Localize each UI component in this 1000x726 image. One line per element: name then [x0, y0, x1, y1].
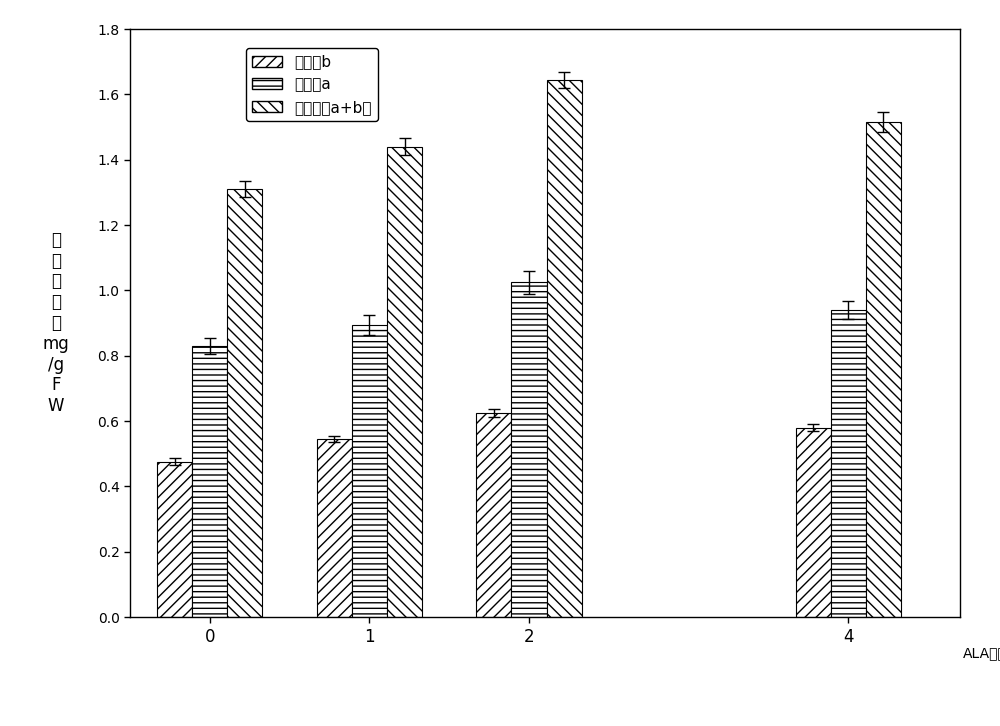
Legend: 叶绿素b, 叶绿素a, 叶绿素（a+b）: 叶绿素b, 叶绿素a, 叶绿素（a+b）: [246, 49, 378, 121]
Bar: [796, 428, 831, 617]
Text: ALA浓度mmol·L⁻¹: ALA浓度mmol·L⁻¹: [963, 646, 1000, 661]
Bar: [511, 282, 547, 617]
Bar: [387, 147, 422, 617]
Bar: [192, 346, 227, 617]
Y-axis label: 叶
绿
素
含
量
mg
/g
F
W: 叶 绿 素 含 量 mg /g F W: [42, 231, 69, 415]
Bar: [476, 413, 511, 617]
Bar: [157, 462, 192, 617]
Bar: [547, 80, 582, 617]
Bar: [831, 310, 866, 617]
Bar: [227, 189, 262, 617]
Bar: [866, 122, 901, 617]
Bar: [352, 325, 387, 617]
Bar: [317, 439, 352, 617]
